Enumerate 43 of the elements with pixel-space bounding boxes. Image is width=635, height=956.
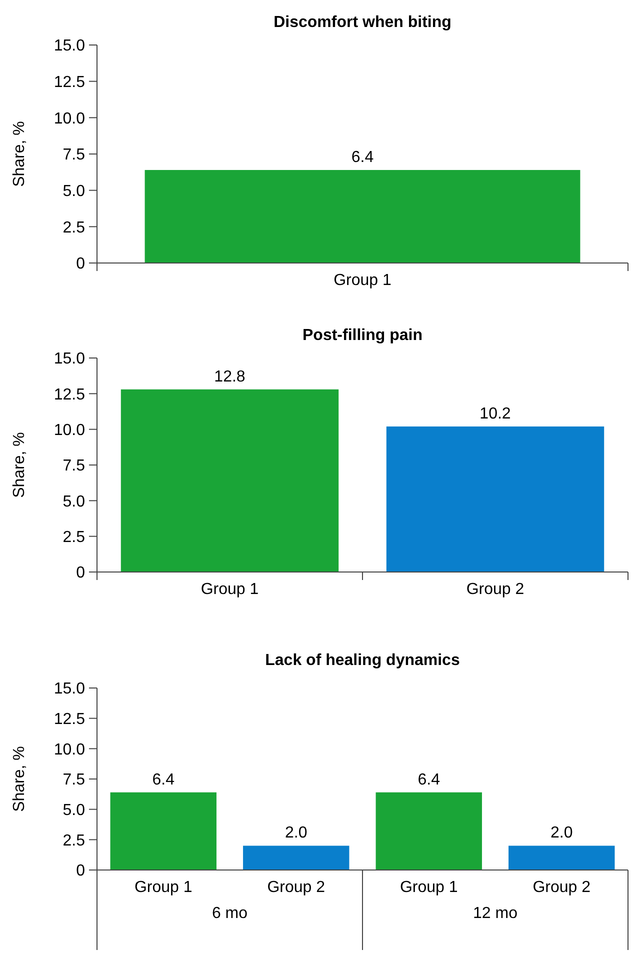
chart-title: Post-filling pain bbox=[302, 327, 422, 344]
data-label: 2.0 bbox=[285, 824, 308, 842]
y-tick-label: 7.5 bbox=[62, 458, 86, 475]
y-tick-label: 5.0 bbox=[62, 182, 86, 200]
y-tick-label: 2.5 bbox=[62, 832, 86, 850]
data-label: 2.0 bbox=[550, 824, 573, 842]
data-label: 6.4 bbox=[351, 148, 374, 166]
chart-title: Discomfort when biting bbox=[274, 14, 452, 31]
y-tick-label: 0 bbox=[76, 256, 86, 273]
y-axis-title: Share, % bbox=[11, 121, 28, 187]
data-label: 10.2 bbox=[480, 405, 511, 422]
y-axis-title: Share, % bbox=[11, 746, 28, 812]
x-tick-label: Group 1 bbox=[400, 879, 458, 896]
y-axis-title: Share, % bbox=[11, 432, 28, 498]
x-tick-label: Group 1 bbox=[200, 581, 259, 598]
data-label: 6.4 bbox=[152, 771, 175, 788]
chart-title: Lack of healing dynamics bbox=[265, 652, 460, 669]
y-tick-label: 5.0 bbox=[62, 493, 86, 510]
x-tick-label: Group 1 bbox=[134, 879, 192, 896]
y-tick-label: 7.5 bbox=[62, 772, 86, 789]
y-tick-label: 15.0 bbox=[54, 680, 86, 698]
data-label: 6.4 bbox=[418, 771, 440, 788]
y-tick-label: 0 bbox=[76, 564, 86, 582]
text: 12 mo bbox=[473, 905, 518, 922]
y-tick-label: 10.0 bbox=[54, 422, 86, 439]
y-tick-label: 2.5 bbox=[62, 528, 86, 546]
y-tick-label: 2.5 bbox=[62, 219, 86, 236]
y-tick-label: 10.0 bbox=[54, 110, 86, 128]
y-tick-label: 15.0 bbox=[54, 350, 86, 368]
y-tick-label: 15.0 bbox=[54, 38, 86, 55]
data-label: 12.8 bbox=[214, 368, 246, 386]
x-tick-label: Group 2 bbox=[466, 581, 524, 598]
y-tick-label: 7.5 bbox=[62, 146, 86, 164]
y-tick-label: 12.5 bbox=[54, 386, 86, 404]
x-tick-label: Group 2 bbox=[532, 879, 591, 896]
x-tick-label: Group 2 bbox=[267, 879, 326, 896]
y-tick-label: 10.0 bbox=[54, 741, 86, 758]
x-tick-label: Group 1 bbox=[334, 272, 392, 289]
y-tick-label: 0 bbox=[76, 862, 86, 880]
y-tick-label: 12.5 bbox=[54, 710, 86, 728]
text: 6 mo bbox=[212, 905, 248, 922]
y-tick-label: 12.5 bbox=[54, 74, 86, 91]
y-tick-label: 5.0 bbox=[62, 802, 86, 819]
